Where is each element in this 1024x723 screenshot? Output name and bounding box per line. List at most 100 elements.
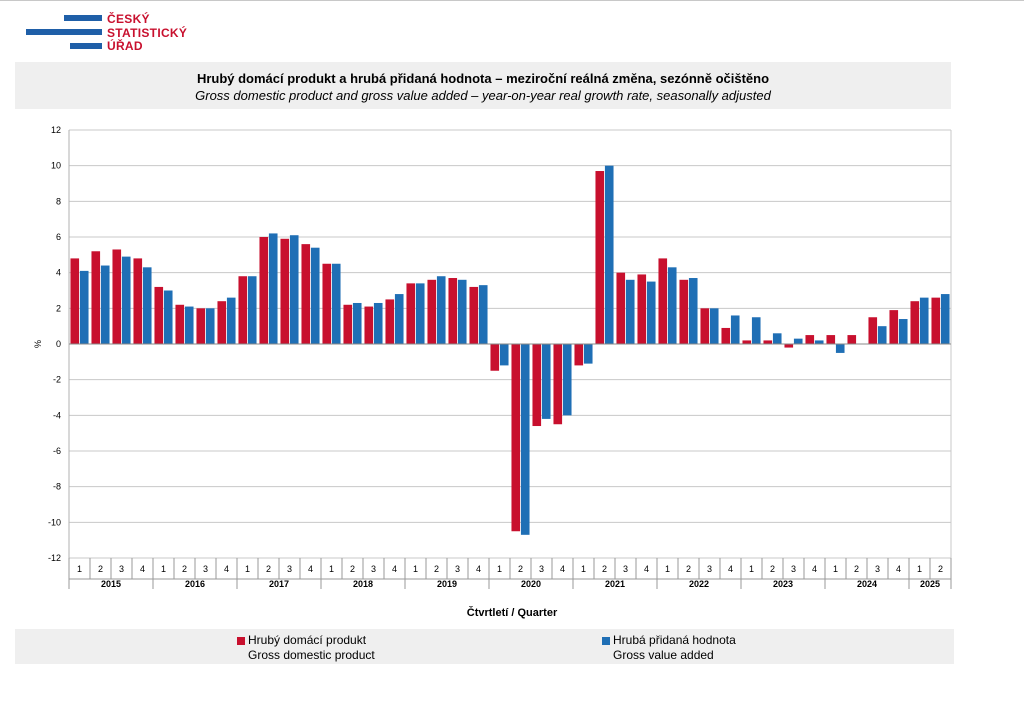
- bar-gva: [79, 270, 89, 344]
- quarter-tick-label: 2: [770, 564, 775, 574]
- quarter-tick-label: 3: [371, 564, 376, 574]
- year-tick-label: 2021: [605, 579, 625, 589]
- bar-gva: [541, 344, 551, 419]
- bar-gdp: [385, 299, 395, 344]
- quarter-tick-label: 2: [602, 564, 607, 574]
- chart-subtitle: Gross domestic product and gross value a…: [195, 88, 771, 103]
- quarter-tick-label: 3: [623, 564, 628, 574]
- bar-gdp: [154, 286, 164, 344]
- quarter-tick-label: 2: [854, 564, 859, 574]
- bar-gdp: [511, 344, 521, 532]
- quarter-tick-label: 2: [266, 564, 271, 574]
- bar-gdp: [217, 301, 227, 344]
- year-tick-label: 2017: [269, 579, 289, 589]
- logo-line-3: ÚŘAD: [107, 39, 143, 53]
- quarter-tick-label: 4: [308, 564, 313, 574]
- quarter-tick-label: 2: [98, 564, 103, 574]
- y-tick-label: -10: [48, 517, 61, 527]
- bar-gva: [625, 279, 635, 344]
- bar-gdp: [406, 283, 416, 344]
- quarter-tick-label: 1: [413, 564, 418, 574]
- bar-gva: [751, 317, 761, 344]
- bar-gdp: [280, 238, 290, 344]
- logo-line-2: STATISTICKÝ: [107, 25, 188, 40]
- quarter-tick-label: 1: [917, 564, 922, 574]
- bar-gdp: [910, 301, 920, 344]
- y-tick-label: -2: [53, 375, 61, 385]
- bar-gva: [814, 340, 824, 344]
- quarter-tick-label: 1: [161, 564, 166, 574]
- quarter-tick-label: 1: [581, 564, 586, 574]
- bar-gva: [205, 308, 215, 344]
- quarter-tick-label: 4: [392, 564, 397, 574]
- quarter-tick-label: 4: [224, 564, 229, 574]
- bar-gva: [373, 302, 383, 344]
- bar-gdp: [679, 279, 689, 344]
- bar-gdp: [826, 335, 836, 344]
- bar-gva: [352, 302, 362, 344]
- bar-gdp: [196, 308, 206, 344]
- bar-gva: [772, 333, 782, 344]
- legend-swatch-gva: [602, 637, 610, 645]
- year-tick-label: 2025: [920, 579, 940, 589]
- bar-gdp: [805, 335, 815, 344]
- quarter-tick-label: 4: [728, 564, 733, 574]
- year-tick-label: 2022: [689, 579, 709, 589]
- bar-gva: [604, 165, 614, 344]
- bar-gdp: [721, 327, 731, 344]
- bar-gva: [331, 263, 341, 344]
- top-border: [0, 0, 1024, 1]
- legend-item-gdp: Hrubý domácí produkt Gross domestic prod…: [237, 633, 375, 663]
- bar-gdp: [343, 304, 353, 344]
- quarter-tick-label: 4: [560, 564, 565, 574]
- bar-gdp: [301, 244, 311, 344]
- quarter-tick-label: 3: [119, 564, 124, 574]
- legend-gdp-label-cz: Hrubý domácí produkt: [248, 633, 367, 647]
- bar-gdp: [847, 335, 857, 344]
- quarter-tick-label: 3: [287, 564, 292, 574]
- bar-gva: [520, 344, 530, 535]
- chart-header: Hrubý domácí produkt a hrubá přidaná hod…: [15, 62, 951, 109]
- bar-gva: [835, 344, 845, 353]
- bar-gdp: [112, 249, 122, 344]
- bar-gva: [226, 297, 236, 344]
- bar-gva: [289, 235, 299, 344]
- bar-gva: [499, 344, 509, 366]
- x-axis-title: Čtvrtletí / Quarter: [466, 607, 558, 619]
- quarter-tick-label: 3: [455, 564, 460, 574]
- legend-swatch-gdp: [237, 637, 245, 645]
- quarter-tick-label: 4: [644, 564, 649, 574]
- bar-gdp: [70, 258, 80, 344]
- quarter-tick-label: 2: [686, 564, 691, 574]
- y-tick-label: -8: [53, 482, 61, 492]
- year-tick-label: 2015: [101, 579, 121, 589]
- y-tick-label: 0: [56, 339, 61, 349]
- year-tick-label: 2020: [521, 579, 541, 589]
- bar-gdp: [658, 258, 668, 344]
- bar-gva: [268, 233, 278, 344]
- bar-gva: [877, 326, 887, 344]
- quarter-tick-label: 2: [182, 564, 187, 574]
- logo-bar-bottom: [70, 43, 102, 49]
- bar-gva: [163, 290, 173, 344]
- bar-gdp: [595, 171, 605, 344]
- legend-item-gva: Hrubá přidaná hodnota Gross value added: [602, 633, 736, 663]
- legend-gva-label-cz: Hrubá přidaná hodnota: [613, 633, 736, 647]
- bar-gva: [940, 294, 950, 344]
- bar-gdp: [931, 297, 941, 344]
- bar-gva: [247, 276, 257, 344]
- bar-gdp: [175, 304, 185, 344]
- bar-gdp: [448, 278, 458, 344]
- y-tick-label: 10: [51, 161, 61, 171]
- chart-title: Hrubý domácí produkt a hrubá přidaná hod…: [196, 71, 770, 86]
- bar-gdp: [91, 251, 101, 344]
- bar-gdp: [637, 274, 647, 344]
- legend: Hrubý domácí produkt Gross domestic prod…: [15, 629, 954, 664]
- bar-gva: [415, 283, 425, 344]
- quarter-tick-label: 4: [812, 564, 817, 574]
- year-tick-label: 2023: [773, 579, 793, 589]
- year-tick-label: 2024: [857, 579, 877, 589]
- year-tick-label: 2016: [185, 579, 205, 589]
- logo-text: ČESKÝ STATISTICKÝ ÚŘAD: [107, 12, 188, 54]
